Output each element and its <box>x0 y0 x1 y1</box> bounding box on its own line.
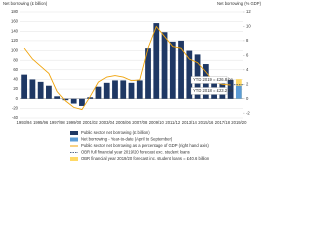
x-tick-label: 2019/20 <box>231 120 247 125</box>
chart: Net borrowing (£ billion) Net borrowing … <box>3 1 262 162</box>
bar <box>186 50 193 99</box>
y2-tick-label: 4 <box>246 67 249 72</box>
bar <box>79 98 85 106</box>
legend-label: Public sector net borrowing (£ billion) <box>81 130 150 135</box>
x-tick-label: 1993/94 <box>17 120 33 125</box>
x-tick-label: 2003/04 <box>99 120 115 125</box>
y2-tick-label: 0 <box>246 96 249 101</box>
bar <box>37 81 44 99</box>
y-tick-label: 120 <box>11 38 19 43</box>
x-tick-label: 2001/02 <box>83 120 99 125</box>
y2-tick-label: 8 <box>246 38 249 43</box>
x-tick-label: 2007/08 <box>132 120 148 125</box>
legend-label: OBR financial year 2019/20 forecast inc.… <box>81 156 210 161</box>
y2-axis-label: Net borrowing (% GDP) <box>217 1 262 6</box>
x-tick-label: 2009/10 <box>149 120 165 125</box>
bar <box>21 74 28 99</box>
bar <box>161 32 168 99</box>
y-tick-label: 60 <box>13 67 18 72</box>
y-tick-label: 180 <box>11 9 19 14</box>
bar <box>62 98 69 101</box>
y2-tick-label: 10 <box>246 24 251 29</box>
y2-tick-label: 12 <box>246 9 251 14</box>
x-tick-label: 2015/16 <box>198 120 214 125</box>
bar <box>70 98 77 104</box>
legend-swatch <box>70 131 78 135</box>
annotation-box <box>190 76 228 84</box>
x-tick-label: 1995/96 <box>33 120 49 125</box>
y2-tick-label: -2 <box>246 110 250 115</box>
x-tick-label: 2017/18 <box>215 120 231 125</box>
annotation: YTD 2019 = £26.8 bn <box>193 77 234 82</box>
y-tick-label: -20 <box>12 105 19 110</box>
bar <box>87 97 94 99</box>
legend-swatch <box>70 157 78 161</box>
bar <box>153 23 160 99</box>
bar <box>145 48 151 99</box>
bar <box>178 40 184 99</box>
y-tick-label: -40 <box>12 115 19 120</box>
bar <box>46 85 52 99</box>
bar <box>227 79 234 99</box>
legend-swatch <box>70 137 78 142</box>
annotation-box <box>190 87 228 95</box>
bar <box>95 86 102 99</box>
bar <box>169 41 176 99</box>
y2-tick-label: 2 <box>246 81 249 86</box>
y-tick-label: 160 <box>11 19 19 24</box>
x-tick-label: 2013/14 <box>182 120 198 125</box>
y-tick-label: 80 <box>13 57 18 62</box>
y-tick-label: 140 <box>11 28 19 33</box>
x-tick-label: 2011/12 <box>165 120 180 125</box>
bar <box>120 80 127 99</box>
annotation: YTD 2018 = £23.2 bn <box>193 88 234 93</box>
y2-tick-label: 6 <box>246 52 249 57</box>
y-tick-label: 100 <box>11 48 19 53</box>
x-tick-label: 2005/06 <box>116 120 132 125</box>
y-tick-label: 40 <box>13 77 18 82</box>
y-axis-label: Net borrowing (£ billion) <box>3 1 48 6</box>
bar <box>103 82 110 99</box>
bar <box>112 80 118 99</box>
y-tick-label: 20 <box>13 86 18 91</box>
bar <box>29 79 36 99</box>
x-tick-label: 1997/98 <box>50 120 66 125</box>
bar <box>235 85 242 99</box>
line <box>23 25 231 111</box>
legend-label: OBR full financial year 2019/20 forecast… <box>81 150 190 155</box>
bar <box>54 96 61 99</box>
bar <box>136 80 143 99</box>
legend-label: Public sector net borrowing as a percent… <box>81 143 209 148</box>
bar <box>128 82 135 99</box>
y-tick-label: 0 <box>16 96 19 101</box>
legend-label: Net borrowing - Year-to-date (April to S… <box>81 137 173 142</box>
x-tick-label: 1999/00 <box>66 120 82 125</box>
